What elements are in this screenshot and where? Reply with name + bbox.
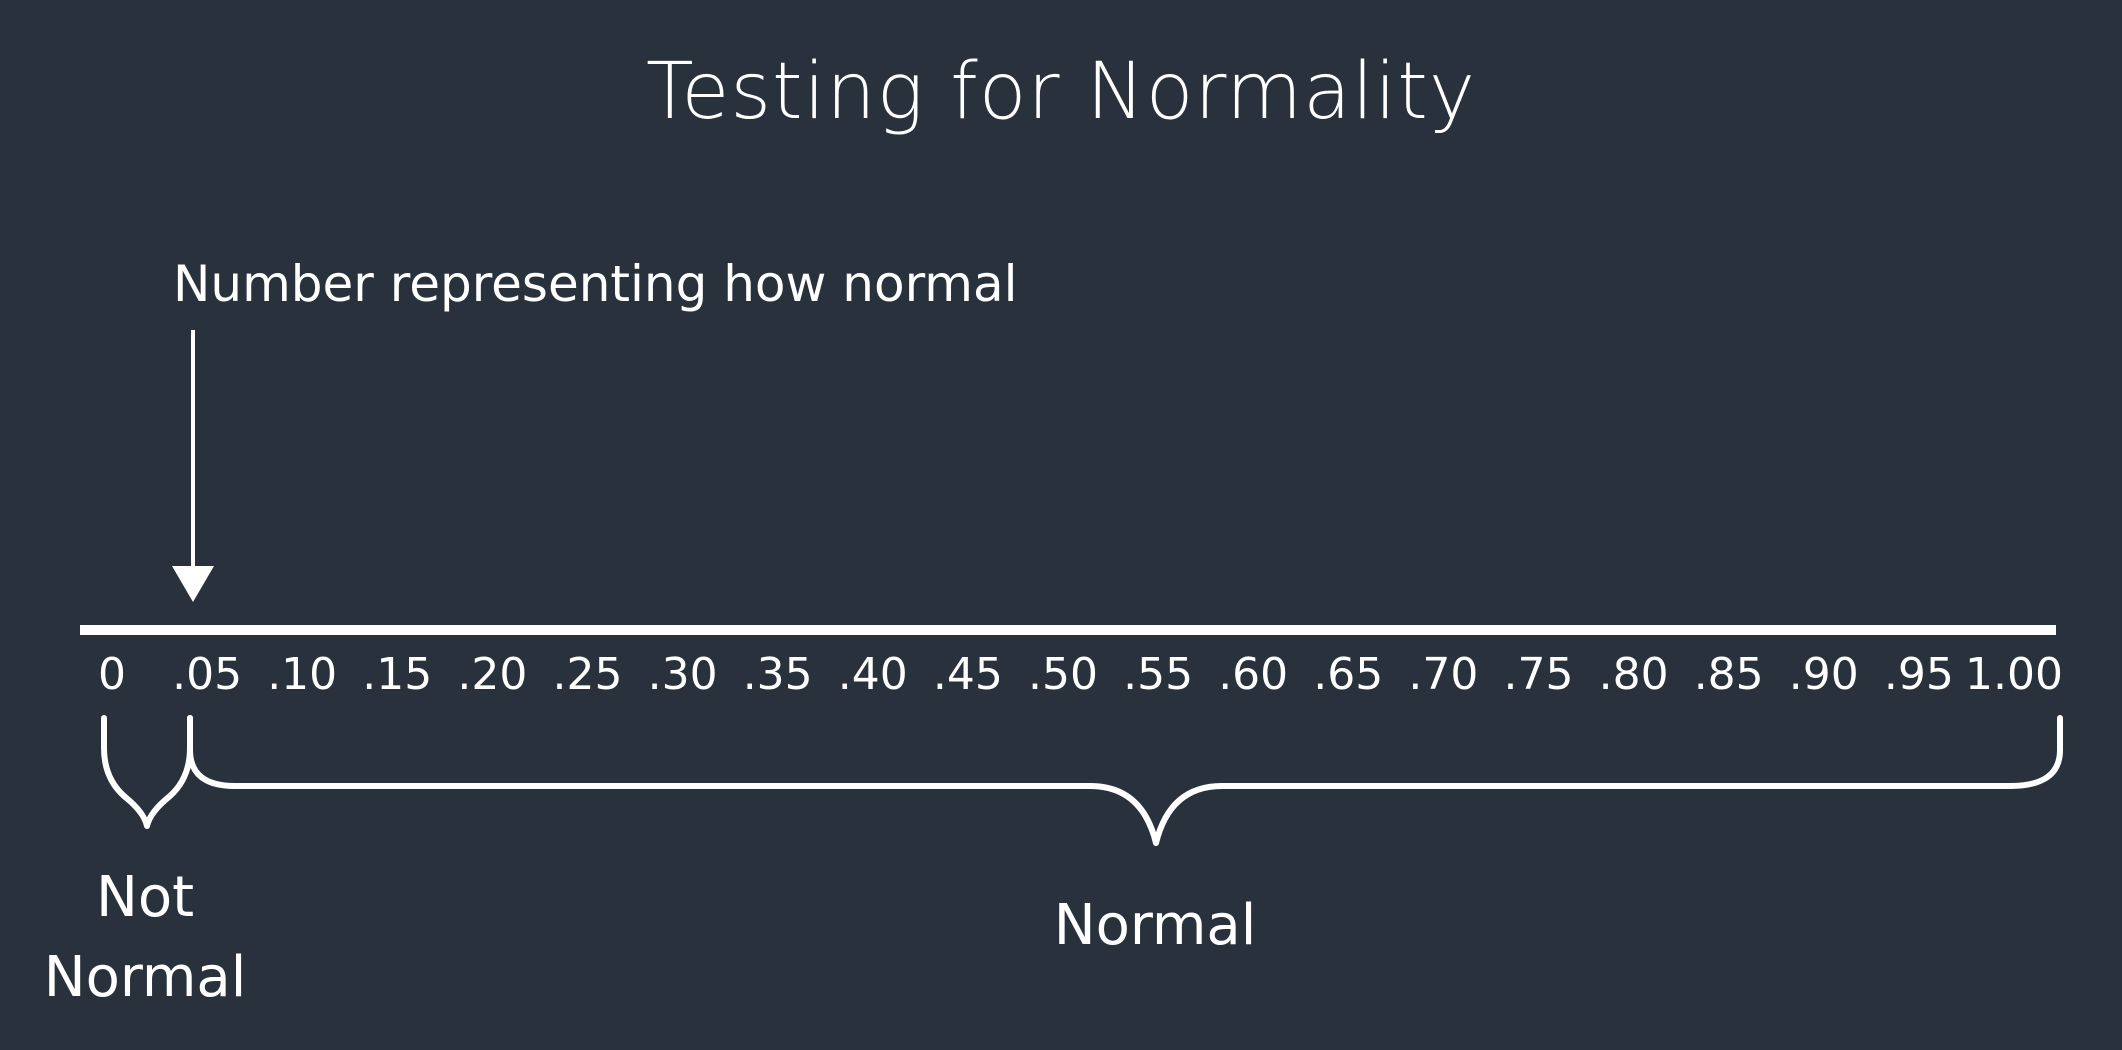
tick-label: .10 (267, 649, 338, 700)
tick-label: .05 (172, 649, 243, 700)
scale-tick-labels: 0 .05 .10 .15 .20 .25 .30 .35 .40 .45 .50 .55 .60 .65… (0, 645, 2122, 705)
not-normal-label: Not Normal (43, 865, 247, 1010)
tick-label: .70 (1408, 649, 1479, 700)
tick-label: .25 (552, 649, 623, 700)
tick-label: .80 (1598, 649, 1669, 700)
not-normal-brace (101, 715, 193, 829)
tick-label: .65 (1313, 649, 1384, 700)
tick-label: .90 (1788, 649, 1859, 700)
tick-label: .40 (837, 649, 908, 700)
tick-label: .45 (932, 649, 1003, 700)
tick-label: .20 (457, 649, 528, 700)
tick-label: 1.00 (1965, 649, 2063, 700)
normal-label: Normal (1053, 893, 1257, 958)
pointer-label: Number representing how normal (173, 255, 1018, 313)
tick-label: .55 (1123, 649, 1194, 700)
tick-label: .30 (647, 649, 718, 700)
tick-label: .60 (1218, 649, 1289, 700)
arrow-down-icon (172, 566, 214, 602)
tick-label: .75 (1503, 649, 1574, 700)
tick-label: 0 (98, 649, 126, 700)
pointer-arrow-shaft (191, 330, 195, 570)
diagram-title: Testing for Normality (646, 47, 1476, 137)
normal-brace (187, 715, 2063, 846)
tick-label: .95 (1883, 649, 1954, 700)
tick-label: .50 (1028, 649, 1098, 700)
tick-label: .85 (1693, 649, 1764, 700)
tick-label: .35 (742, 649, 813, 700)
scale-axis-line (80, 625, 2056, 635)
tick-label: .15 (362, 649, 433, 700)
